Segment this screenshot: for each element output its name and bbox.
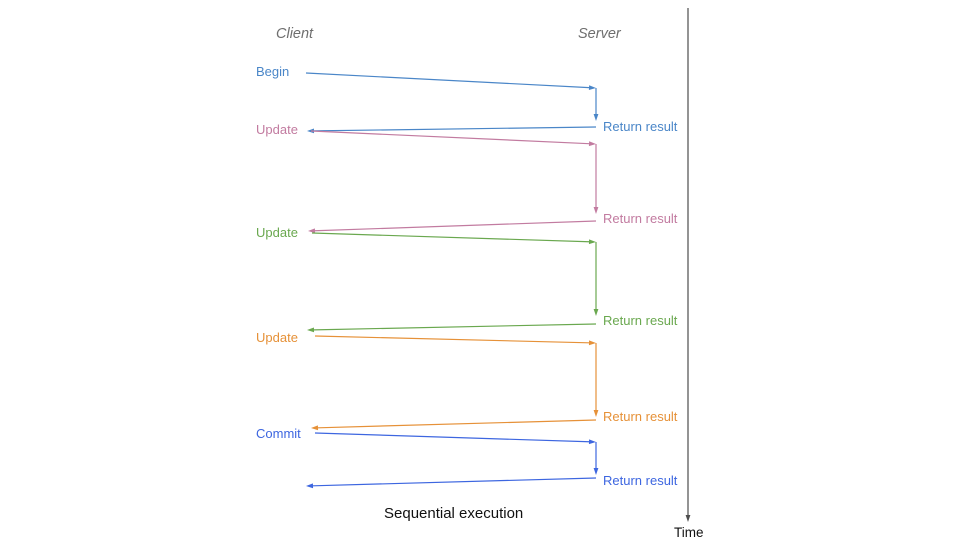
- message-label-update-2: Update: [256, 225, 298, 240]
- return-result-label-update-3: Return result: [603, 409, 678, 424]
- return-arrow-arrowhead: [311, 425, 319, 431]
- server-processing-arrow-arrowhead: [593, 468, 599, 475]
- request-arrow-arrowhead: [588, 239, 596, 245]
- request-arrow-line: [305, 72, 590, 89]
- time-axis-arrowhead: [685, 515, 691, 522]
- return-arrow-arrowhead: [306, 483, 314, 489]
- message-label-begin: Begin: [256, 64, 290, 79]
- exchange-commit-arrows: [306, 432, 599, 489]
- request-arrow-arrowhead: [588, 85, 596, 91]
- exchange-update-1-arrows: [308, 130, 599, 234]
- request-arrow-line: [310, 130, 590, 145]
- return-result-label-commit: Return result: [603, 473, 678, 488]
- request-arrow-line: [314, 335, 590, 344]
- return-result-label-begin: Return result: [603, 119, 678, 134]
- return-arrow-line: [313, 126, 597, 132]
- return-arrow-line: [314, 220, 597, 232]
- exchange-update-2-arrows: [307, 232, 599, 333]
- return-arrow-line: [317, 419, 597, 429]
- message-label-update-1: Update: [256, 122, 298, 137]
- request-arrow-line: [314, 432, 590, 443]
- request-arrow-arrowhead: [588, 340, 596, 346]
- server-processing-arrow-arrowhead: [593, 207, 599, 214]
- return-arrow-arrowhead: [307, 128, 315, 134]
- exchange-begin-arrows: [305, 72, 599, 134]
- message-label-commit: Commit: [256, 426, 301, 441]
- return-arrow-arrowhead: [307, 327, 315, 333]
- server-processing-arrow-arrowhead: [593, 114, 599, 121]
- request-arrow-arrowhead: [588, 439, 596, 445]
- return-arrow-line: [312, 477, 597, 487]
- return-arrow-arrowhead: [308, 228, 316, 234]
- request-arrow-line: [311, 232, 590, 243]
- return-arrow-line: [313, 323, 597, 331]
- return-result-label-update-1: Return result: [603, 211, 678, 226]
- time-axis-label: Time: [674, 525, 704, 540]
- server-processing-arrow-arrowhead: [593, 309, 599, 316]
- diagram-caption: Sequential execution: [384, 505, 524, 522]
- message-label-update-3: Update: [256, 330, 298, 345]
- exchange-update-3-arrows: [311, 335, 599, 431]
- server-column-header: Server: [578, 26, 621, 42]
- request-arrow-arrowhead: [588, 141, 596, 147]
- client-column-header: Client: [276, 26, 314, 42]
- server-processing-arrow-arrowhead: [593, 410, 599, 417]
- return-result-label-update-2: Return result: [603, 313, 678, 328]
